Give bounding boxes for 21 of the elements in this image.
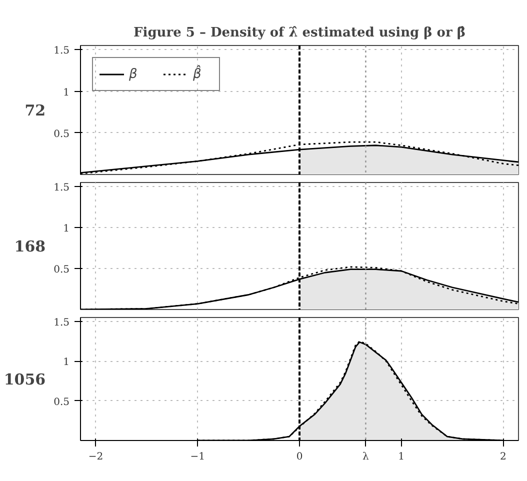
y-tick-label: 1 <box>63 87 70 98</box>
y-tick-label: 1.5 <box>54 317 70 328</box>
y-axis-title: 1056 <box>4 370 46 388</box>
y-tick-label: 1 <box>63 224 70 235</box>
y-tick-label: 1.5 <box>54 46 70 57</box>
x-tick-label: 0 <box>296 452 303 462</box>
y-tick-label: 1 <box>63 357 70 368</box>
y-tick-label: 1.5 <box>54 182 70 194</box>
y-axis-title: 168 <box>14 238 46 256</box>
x-tick-label: 1 <box>398 452 405 462</box>
x-tick-label: λ <box>362 452 370 462</box>
x-tick-label: −1 <box>190 452 206 462</box>
x-tick-label: 2 <box>500 452 506 462</box>
y-tick-label: 0.5 <box>54 396 70 408</box>
chart-title: Figure 5 – Density of λ̂ estimated using β or β̂ <box>134 26 466 40</box>
legend-label: β <box>129 66 138 82</box>
y-tick-label: 0.5 <box>54 128 70 140</box>
legend-label: β̂ <box>193 66 202 82</box>
y-tick-label: 0.5 <box>54 264 70 276</box>
y-axis-title: 72 <box>24 102 46 120</box>
x-tick-label: −2 <box>88 452 104 462</box>
